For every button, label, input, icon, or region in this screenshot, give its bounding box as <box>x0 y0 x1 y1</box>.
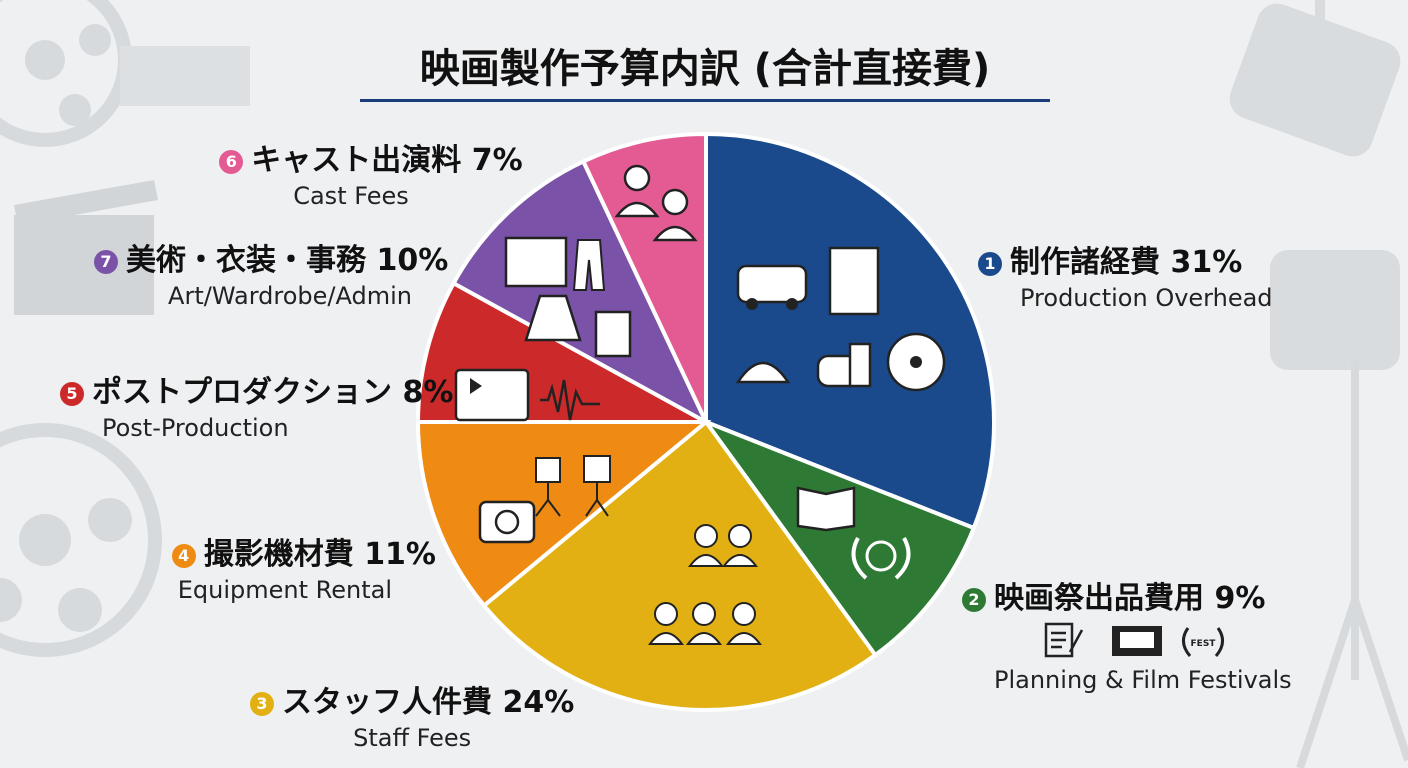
index-badge: 2 <box>962 588 986 612</box>
festival-laurel-icon <box>851 537 911 580</box>
waveform-icon <box>540 379 600 421</box>
burger-drink-icon <box>816 342 872 388</box>
chart-title: 映画製作予算内訳 (合計直接費) <box>360 36 1050 102</box>
pie-slice <box>415 420 712 609</box>
festival-icons-row: FEST <box>1044 622 1224 658</box>
fest-laurel-icon: FEST <box>1182 627 1224 657</box>
filmstrip-icon <box>120 46 250 106</box>
pie-slice <box>700 417 977 658</box>
camera-icon <box>478 500 536 544</box>
legend-label-equipment: 4 撮影機材費 11% Equipment Rental <box>150 536 436 606</box>
label-jp: キャスト出演料 <box>251 143 462 178</box>
van-icon <box>736 264 808 310</box>
document-icon <box>594 310 632 358</box>
actors-icon <box>614 164 698 242</box>
legend-label-production-overhead: 1 制作諸経費 31% Production Overhead <box>978 244 1273 314</box>
index-badge: 1 <box>978 252 1002 276</box>
film-reel-holes-icon <box>0 24 132 632</box>
pie-slice <box>450 158 711 427</box>
hotel-icon <box>828 246 880 316</box>
tripod-stand-icon <box>1296 360 1408 768</box>
value-label: 31% <box>1170 245 1243 280</box>
pie-slice <box>481 419 879 712</box>
label-en: Equipment Rental <box>177 576 392 604</box>
coat-icon <box>524 294 582 342</box>
label-jp: 撮影機材費 <box>203 537 354 572</box>
theater-screen-icon <box>1112 626 1162 656</box>
clapperboard-icon <box>14 180 158 315</box>
pie-slice <box>704 131 996 531</box>
label-en: Art/Wardrobe/Admin <box>168 282 412 310</box>
video-editor-icon <box>454 368 530 422</box>
label-en: Post-Production <box>102 414 289 442</box>
legend-label-festivals: 2 映画祭出品費用 9% FEST Planning & Film Festiva… <box>962 580 1292 696</box>
label-jp: スタッフ人件費 <box>282 685 492 720</box>
food-cloche-icon <box>735 361 791 384</box>
label-en: Staff Fees <box>353 724 472 752</box>
painting-icon <box>504 236 568 288</box>
legend-label-post-production: 5 ポストプロダクション 8% Post-Production <box>60 374 453 444</box>
studio-spotlight-icon <box>1229 0 1401 370</box>
label-jp: ポストプロダクション <box>92 375 392 410</box>
index-badge: 5 <box>60 382 84 406</box>
value-label: 7% <box>471 143 523 178</box>
value-label: 11% <box>364 537 436 572</box>
script-pen-icon <box>1044 622 1084 658</box>
legend-label-cast-fees: 6 キャスト出演料 7% Cast Fees <box>216 142 526 212</box>
index-badge: 3 <box>250 692 274 716</box>
index-badge: 6 <box>219 150 244 174</box>
legend-label-staff-fees: 3 スタッフ人件費 24% Staff Fees <box>250 684 574 754</box>
value-label: 24% <box>502 685 575 720</box>
fest-icon-text: FEST <box>1191 639 1217 649</box>
label-en: Cast Fees <box>293 182 409 210</box>
dcp-disc-icon <box>886 332 946 392</box>
label-jp: 美術・衣装・事務 <box>126 243 366 278</box>
suit-icon <box>572 239 606 291</box>
label-jp: 映画祭出品費用 <box>994 581 1204 616</box>
label-jp: 制作諸経費 <box>1010 245 1160 280</box>
book-icon <box>796 486 856 532</box>
value-label: 10% <box>376 243 449 278</box>
studio-lights-icon <box>535 455 611 517</box>
index-badge: 7 <box>94 250 118 274</box>
value-label: 9% <box>1214 581 1266 616</box>
label-en: Planning & Film Festivals <box>994 666 1292 694</box>
value-label: 8% <box>402 375 454 410</box>
crew-people-icon <box>648 524 762 645</box>
legend-label-art-wardrobe: 7 美術・衣装・事務 10% Art/Wardrobe/Admin <box>94 242 448 312</box>
label-en: Production Overhead <box>1020 284 1273 312</box>
index-badge: 4 <box>171 544 196 568</box>
